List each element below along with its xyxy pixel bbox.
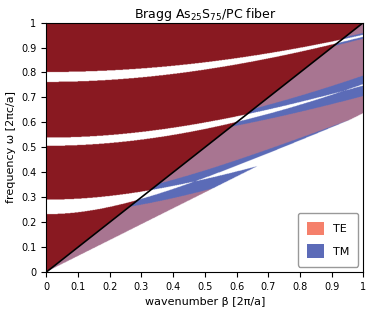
- Legend: TE, TM: TE, TM: [298, 213, 358, 267]
- Y-axis label: frequency ω [2πc/a]: frequency ω [2πc/a]: [6, 91, 16, 203]
- X-axis label: wavenumber β [2π/a]: wavenumber β [2π/a]: [145, 297, 265, 307]
- Title: Bragg As$_{25}$S$_{75}$/PC fiber: Bragg As$_{25}$S$_{75}$/PC fiber: [134, 6, 276, 23]
